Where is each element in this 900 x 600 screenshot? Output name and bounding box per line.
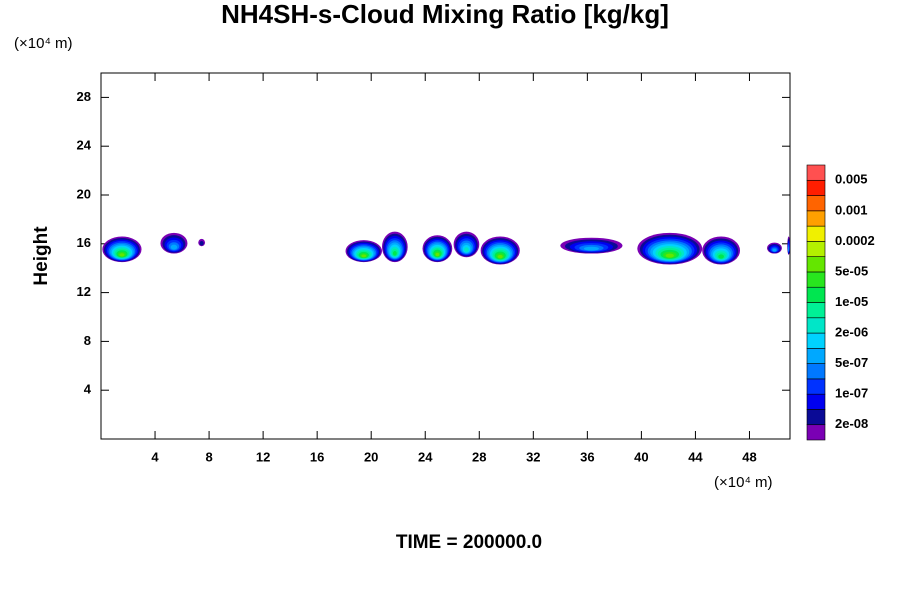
cloud-contour: [788, 246, 789, 252]
plot-frame: [100, 72, 791, 440]
colorbar-box: [806, 378, 826, 395]
footer: TIME = 200000.0: [396, 532, 542, 553]
x-tick-label: 20: [364, 449, 378, 464]
cloud-contour: [435, 252, 440, 257]
colorbar-label: 0.001: [835, 202, 868, 217]
colorbar-label: 5e-05: [835, 263, 868, 278]
cloud-contour: [361, 254, 367, 258]
colorbar-box: [806, 256, 826, 273]
colorbar-label: 2e-06: [835, 324, 868, 339]
cloud-contour: [392, 251, 397, 256]
colorbar-box: [806, 164, 826, 181]
y-tick-label: 8: [84, 333, 91, 348]
x-tick-label: 24: [418, 449, 433, 464]
cloud-contour: [718, 254, 724, 259]
colorbar-label: 2e-08: [835, 416, 868, 431]
colorbar-box: [806, 179, 826, 196]
colorbar-label: 1e-07: [835, 386, 868, 401]
colorbar-box: [806, 302, 826, 319]
colorbar-box: [806, 332, 826, 349]
colorbar-label: 1e-05: [835, 294, 868, 309]
x-tick-label: 32: [526, 449, 540, 464]
x-tick-label: 8: [205, 449, 212, 464]
cloud-contour: [464, 247, 469, 253]
colorbar-box: [806, 210, 826, 227]
y-tick-label: 4: [84, 382, 92, 397]
y-tick-label: 20: [77, 186, 91, 201]
y-unit: (×10⁴ m): [14, 35, 73, 52]
colorbar-box: [806, 317, 826, 334]
colorbar-box: [806, 271, 826, 288]
colorbar-box: [806, 363, 826, 380]
cloud-contour: [199, 241, 204, 246]
colorbar-label: 5e-07: [835, 355, 868, 370]
x-tick-label: 36: [580, 449, 594, 464]
x-tick-label: 48: [742, 449, 756, 464]
colorbar-label: 0.005: [835, 172, 868, 187]
y-tick-label: 24: [77, 138, 92, 153]
cloud-contour: [665, 253, 674, 258]
x-unit: (×10⁴ m): [714, 474, 773, 491]
x-tick-label: 4: [151, 449, 159, 464]
y-tick-label: 16: [77, 235, 91, 250]
colorbar-box: [806, 424, 826, 441]
x-tick-label: 12: [256, 449, 270, 464]
cloud-contour: [119, 253, 125, 257]
colorbar-label: 0.0002: [835, 233, 875, 248]
colorbar-box: [806, 393, 826, 410]
x-tick-label: 16: [310, 449, 324, 464]
y-tick-label: 28: [77, 89, 91, 104]
colorbar-box: [806, 195, 826, 212]
colorbar-box: [806, 225, 826, 242]
cloud-contour: [772, 248, 777, 252]
x-tick-label: 28: [472, 449, 486, 464]
cloud-contour: [170, 244, 178, 250]
y-axis-title: Height: [31, 226, 52, 286]
colorbar-box: [806, 409, 826, 426]
colorbar-box: [806, 348, 826, 364]
chart-title: NH4SH-s-Cloud Mixing Ratio [kg/kg]: [221, 0, 669, 29]
x-tick-label: 44: [688, 449, 703, 464]
x-tick-label: 40: [634, 449, 648, 464]
cloud-contour: [497, 254, 503, 259]
colorbar-box: [806, 286, 826, 303]
cloud-contour: [583, 246, 599, 251]
colorbar-box: [806, 241, 826, 257]
y-tick-label: 12: [77, 284, 91, 299]
